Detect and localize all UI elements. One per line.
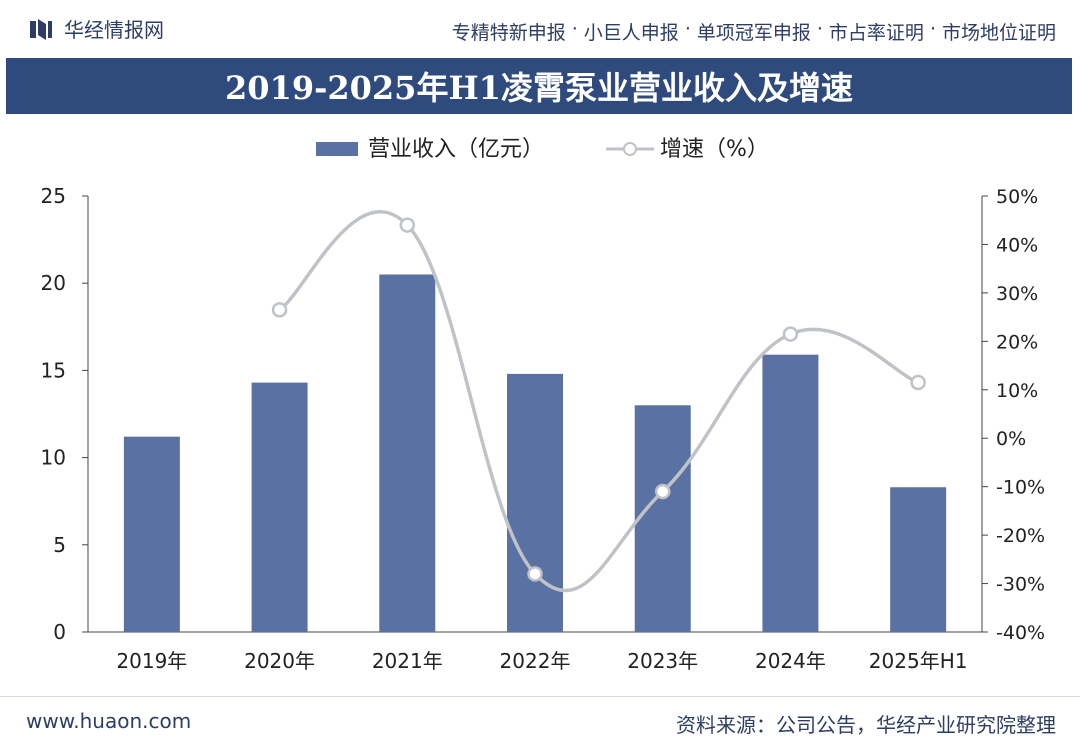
bar[interactable] xyxy=(762,354,819,632)
brand-name: 华经情报网 xyxy=(64,18,164,42)
brand-logo-icon xyxy=(30,18,52,40)
y-tick-label-right: 30% xyxy=(996,283,1038,305)
y-tick-label-left: 0 xyxy=(53,620,66,644)
service-link[interactable]: 市占率证明 xyxy=(828,22,924,44)
separator: · xyxy=(684,18,691,40)
x-tick-label: 2021年 xyxy=(372,649,443,673)
bar[interactable] xyxy=(890,487,947,632)
chart-title: 2019-2025年H1凌霄泵业营业收入及增速 xyxy=(225,69,853,107)
website-link[interactable]: www.huaon.com xyxy=(26,709,192,733)
legend-line-marker xyxy=(623,142,637,156)
y-tick-label-right: 40% xyxy=(996,234,1038,256)
legend-label: 增速（%） xyxy=(660,137,769,162)
separator: · xyxy=(816,18,823,40)
y-tick-label-left: 25 xyxy=(41,184,66,208)
service-link[interactable]: 单项冠军申报 xyxy=(696,22,811,44)
legend-label: 营业收入（亿元） xyxy=(368,137,544,162)
x-tick-label: 2022年 xyxy=(500,649,571,673)
service-link[interactable]: 小巨人申报 xyxy=(583,22,679,44)
bar[interactable] xyxy=(507,373,563,632)
x-tick-label: 2025年H1 xyxy=(869,649,968,673)
y-tick-label-left: 10 xyxy=(41,446,66,470)
y-tick-label-right: -10% xyxy=(996,477,1045,499)
x-tick-label: 2024年 xyxy=(755,649,826,673)
y-tick-label-right: -20% xyxy=(996,525,1045,547)
bar[interactable] xyxy=(251,382,308,632)
chart-svg: 营业收入（亿元） 增速（%） 0 5 10 15 20 25 -40% -30% -20% -10% 0… xyxy=(41,137,1046,673)
y-tick-label-right: -40% xyxy=(996,622,1045,644)
separator: · xyxy=(571,18,578,40)
footer: www.huaon.com 资料来源：公司公告，华经产业研究院整理 xyxy=(0,696,1080,753)
growth-point[interactable] xyxy=(527,566,543,582)
y-tick-label-right: 10% xyxy=(996,380,1038,402)
bar[interactable] xyxy=(634,405,691,632)
x-tick-label: 2019年 xyxy=(116,649,187,673)
growth-point[interactable] xyxy=(654,483,671,500)
x-tick-label: 2023年 xyxy=(627,649,698,673)
growth-point[interactable] xyxy=(271,302,288,318)
service-link[interactable]: 市场地位证明 xyxy=(941,22,1056,44)
chart-area: 营业收入（亿元） 增速（%） 0 5 10 15 20 25 -40% -30% -20% -10% 0… xyxy=(0,114,1080,696)
bar[interactable] xyxy=(123,436,180,632)
title-bar: 2019-2025年H1凌霄泵业营业收入及增速 xyxy=(6,58,1072,114)
growth-point[interactable] xyxy=(782,326,799,342)
y-tick-label-left: 15 xyxy=(41,358,66,382)
service-link[interactable]: 专精特新申报 xyxy=(451,22,566,44)
brand[interactable]: 华经情报网 xyxy=(28,14,164,43)
x-tick-label: 2020年 xyxy=(244,649,315,673)
source-note: 资料来源：公司公告，华经产业研究院整理 xyxy=(676,713,1056,737)
y-tick-label-left: 20 xyxy=(41,271,66,295)
legend-bar-swatch xyxy=(316,142,358,156)
y-tick-label-right: 0% xyxy=(996,428,1026,450)
bar[interactable] xyxy=(379,274,436,632)
y-tick-label-right: 20% xyxy=(996,331,1038,353)
growth-line xyxy=(278,210,919,592)
y-tick-label-right: 50% xyxy=(996,186,1038,208)
separator: · xyxy=(929,18,936,40)
y-tick-label-left: 5 xyxy=(53,533,66,557)
top-bar: 华经情报网 专精特新申报 · 小巨人申报 · 单项冠军申报 · 市占率证明 · … xyxy=(0,0,1080,58)
y-tick-label-right: -30% xyxy=(996,574,1045,596)
service-links: 专精特新申报 · 小巨人申报 · 单项冠军申报 · 市占率证明 · 市场地位证明 xyxy=(452,18,1056,45)
growth-point[interactable] xyxy=(399,217,416,233)
growth-point[interactable] xyxy=(910,374,926,391)
